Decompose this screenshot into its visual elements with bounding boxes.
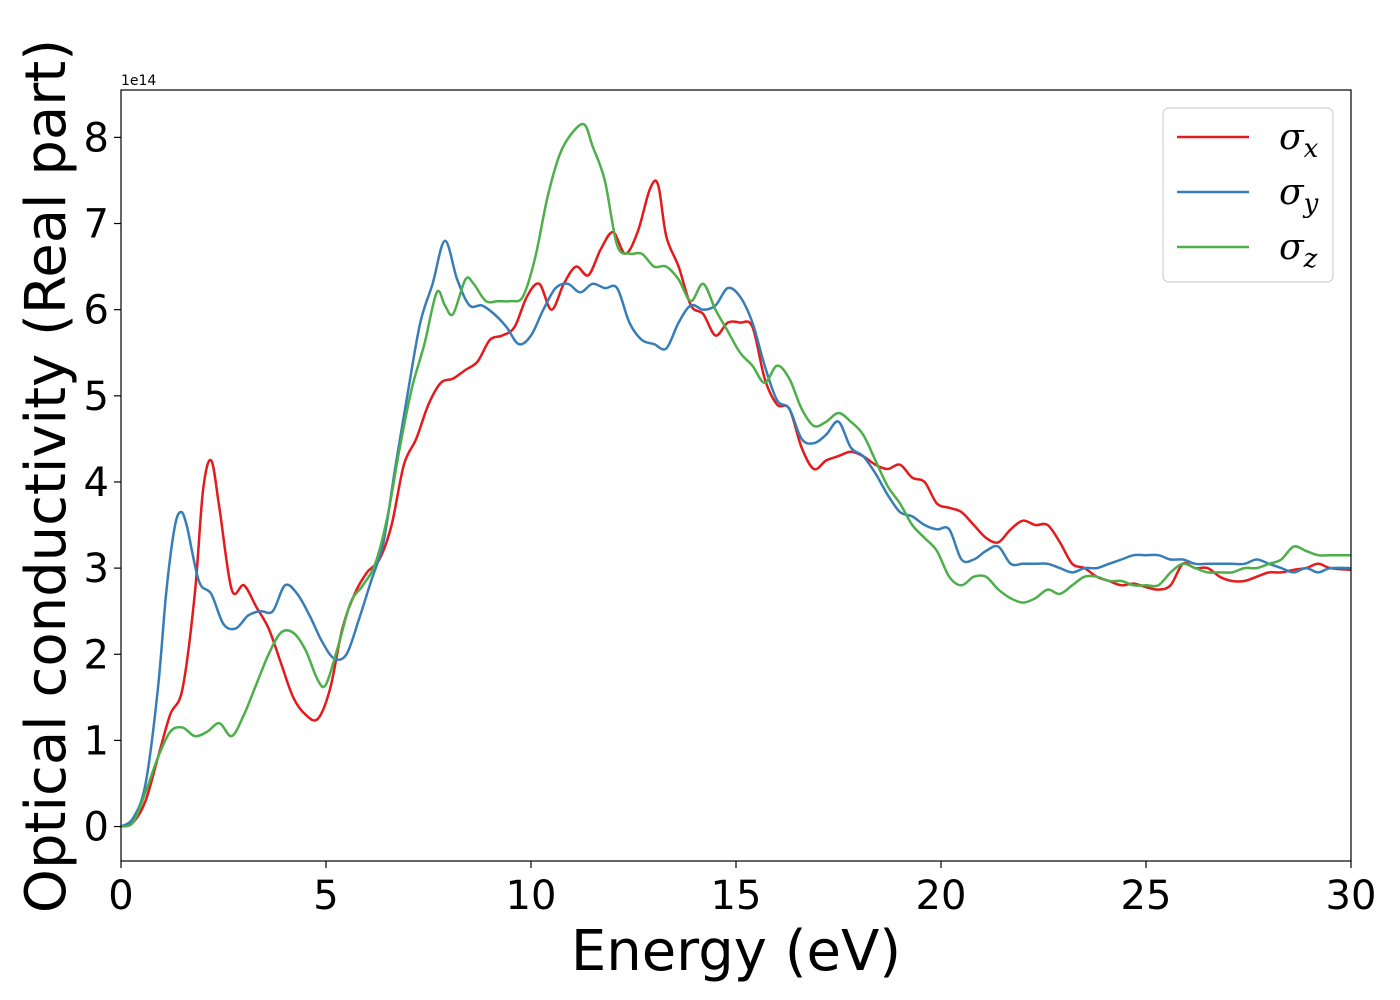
y-offset-label: 1e14: [121, 73, 156, 89]
series-line-x: [120, 179, 1352, 828]
x-axis-label: Energy (eV): [571, 919, 901, 984]
legend-items: σx σy σz: [1177, 117, 1319, 274]
series-layer: [120, 122, 1352, 828]
y-tick-label: 6: [84, 288, 109, 334]
x-tick-label: 10: [506, 873, 557, 919]
x-tick-label: 30: [1326, 873, 1377, 919]
series-line-y: [120, 239, 1352, 828]
legend-label-x: σx: [1279, 117, 1319, 164]
x-tick-label: 15: [711, 873, 762, 919]
x-tick-label: 20: [916, 873, 967, 919]
y-tick-label: 0: [84, 805, 109, 851]
y-axis-label: Optical conductivity (Real part): [14, 39, 79, 913]
y-tick-label: 4: [84, 460, 109, 506]
y-tick-label: 1: [84, 718, 109, 764]
series-line-z: [120, 122, 1351, 828]
legend-box: [1162, 107, 1334, 283]
legend: σx σy σz: [1162, 107, 1334, 283]
x-tick-label: 5: [313, 873, 338, 919]
y-tick-label: 5: [84, 374, 109, 420]
y-axis-ticks: 0 1 2 3 4 5 6 7 8: [84, 115, 121, 851]
legend-label-z: σz: [1279, 227, 1318, 274]
y-tick-label: 3: [84, 546, 109, 592]
y-tick-label: 2: [84, 632, 109, 678]
x-axis-ticks: 0 5 10 15 20 25 30: [108, 861, 1376, 919]
legend-label-y: σy: [1279, 172, 1319, 219]
y-tick-label: 8: [84, 115, 109, 161]
y-tick-label: 7: [84, 202, 109, 248]
x-tick-label: 25: [1121, 873, 1172, 919]
x-tick-label: 0: [108, 873, 133, 919]
